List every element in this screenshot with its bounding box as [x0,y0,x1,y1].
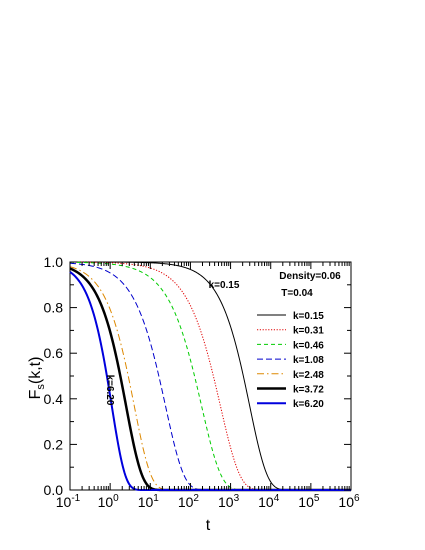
legend-label: k=0.31 [293,326,324,337]
x-tick-label: 101 [138,493,160,510]
y-tick-label: 0.2 [44,436,64,452]
legend-label: k=3.72 [293,385,324,396]
y-axis-label: Fs(k,t) [27,357,47,400]
x-tick-label: 106 [338,493,360,510]
x-tick-label: 100 [98,493,120,510]
series-line [70,261,351,491]
x-tick-label: 104 [258,493,280,510]
legend-label: k=2.48 [293,370,324,381]
annotation-temperature: T=0.04 [281,288,313,299]
x-tick-label: 105 [298,493,320,510]
y-axis-ticks: 0.0 0.2 0.4 0.6 0.8 1.0 [44,254,351,498]
x-axis-label: t [206,517,211,534]
legend-label: k=6.20 [293,399,324,410]
y-axis-label-sub: s [35,384,47,390]
y-axis-label-main: F [27,389,44,399]
x-tick-label: 103 [218,493,240,510]
legend-label: k=1.08 [293,355,324,366]
y-tick-label: 0.6 [44,345,64,361]
x-tick-label: 102 [178,493,200,510]
legend-label: k=0.46 [293,340,324,351]
x-tick-label: 10-1 [56,493,81,510]
annotation-k-top: k=0.15 [209,280,240,291]
y-axis-label-tail: (k,t) [27,357,44,385]
y-tick-label: 0.4 [44,391,64,407]
y-tick-label: 0.8 [44,300,64,316]
y-tick-label: 0.0 [44,482,64,498]
legend: k=0.15 k=0.31 k=0.46 k=1.08 k=2.48 k=3.72 k=6.… [257,311,324,410]
x-axis-ticks: 10-1 100 101 102 103 104 105 106 [56,262,360,510]
legend-label: k=0.15 [293,311,324,322]
annotation-k-side: k=6.20 [104,375,115,406]
y-tick-label: 1.0 [44,254,64,270]
annotation-density: Density=0.06 [279,271,341,282]
